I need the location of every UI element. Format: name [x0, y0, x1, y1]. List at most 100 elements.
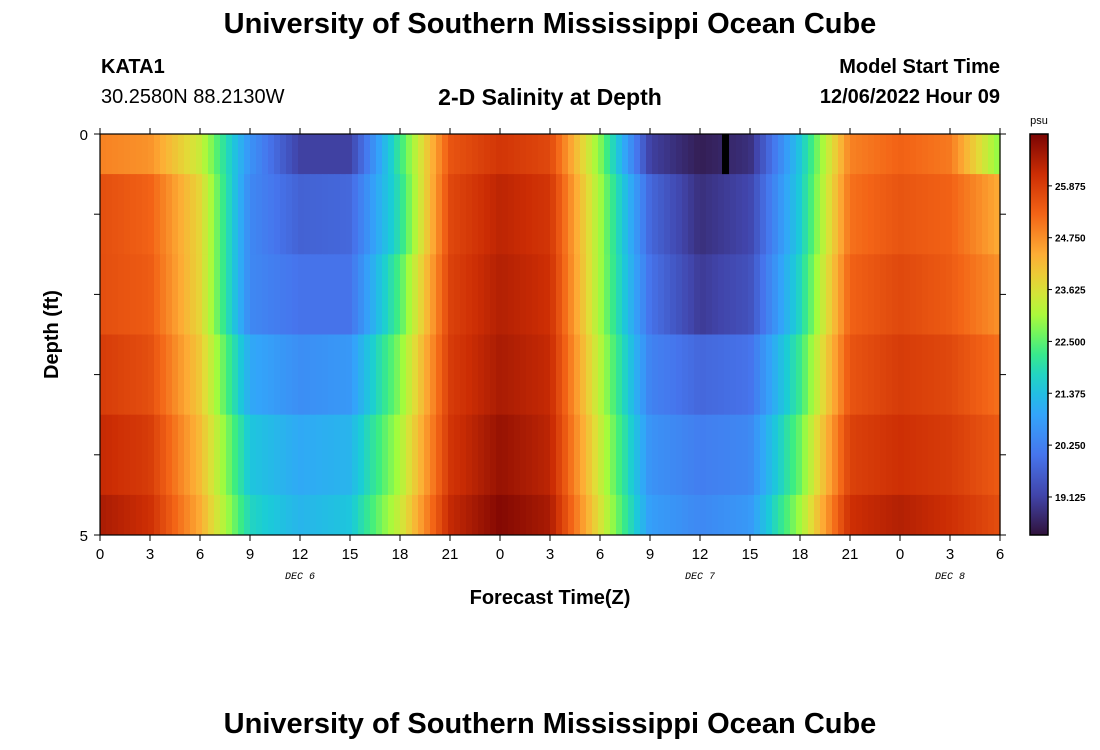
- heatmap-cell: [220, 134, 227, 175]
- heatmap-cell: [358, 254, 365, 335]
- heatmap-cell: [598, 134, 605, 175]
- heatmap-cell: [484, 134, 491, 175]
- heatmap-cell: [106, 414, 113, 496]
- heatmap-cell: [940, 134, 947, 175]
- heatmap-cell: [946, 134, 953, 175]
- heatmap-cell: [700, 134, 707, 175]
- heatmap-cell: [490, 334, 497, 416]
- heatmap-cell: [790, 494, 797, 536]
- heatmap-cell: [376, 174, 383, 255]
- heatmap-cell: [334, 334, 341, 416]
- heatmap-cell: [688, 174, 695, 255]
- heatmap-cell: [574, 134, 581, 175]
- heatmap-cell: [382, 254, 389, 335]
- heatmap-cell: [568, 254, 575, 335]
- heatmap-cell: [328, 254, 335, 335]
- heatmap-cell: [262, 494, 269, 536]
- heatmap-cell: [754, 494, 761, 536]
- heatmap-cell: [130, 334, 137, 416]
- heatmap-cell: [412, 254, 419, 335]
- heatmap-cell: [616, 174, 623, 255]
- x-tick-label: 12: [292, 546, 309, 563]
- heatmap-cell: [964, 494, 971, 536]
- heatmap-cell: [838, 174, 845, 255]
- heatmap-cell: [118, 334, 125, 416]
- heatmap-cell: [376, 414, 383, 496]
- heatmap-cell: [826, 174, 833, 255]
- heatmap-cell: [682, 174, 689, 255]
- heatmap-cell: [964, 254, 971, 335]
- heatmap-cell: [448, 414, 455, 496]
- heatmap-cell: [514, 414, 521, 496]
- heatmap-cell: [616, 334, 623, 416]
- x-tick-label: 18: [792, 546, 809, 563]
- heatmap-cell: [958, 134, 965, 175]
- heatmap-cell: [988, 494, 995, 536]
- heatmap-cell: [730, 414, 737, 496]
- heatmap-cell: [526, 494, 533, 536]
- heatmap-cell: [580, 494, 587, 536]
- heatmap-cell: [220, 414, 227, 496]
- heatmap-cell: [400, 334, 407, 416]
- heatmap-cell: [232, 174, 239, 255]
- heatmap-cell: [124, 334, 131, 416]
- heatmap-cell: [916, 334, 923, 416]
- heatmap-cell: [694, 494, 701, 536]
- heatmap-cell: [106, 334, 113, 416]
- heatmap-cell: [610, 414, 617, 496]
- heatmap-cell: [814, 414, 821, 496]
- y-axis: 05: [80, 127, 1006, 545]
- heatmap-cell: [472, 334, 479, 416]
- x-tick-label: 3: [946, 546, 954, 563]
- heatmap-cell: [142, 334, 149, 416]
- heatmap-cell: [256, 334, 263, 416]
- heatmap-cell: [190, 254, 197, 335]
- colorbar-tick-label: 24.750: [1055, 234, 1086, 245]
- heatmap-cell: [298, 134, 305, 175]
- heatmap-cell: [568, 414, 575, 496]
- heatmap-cell: [304, 174, 311, 255]
- heatmap-cell: [826, 494, 833, 536]
- heatmap-cell: [718, 414, 725, 496]
- heatmap-cell: [148, 334, 155, 416]
- heatmap-cell: [478, 174, 485, 255]
- heatmap-cell: [868, 174, 875, 255]
- heatmap-cell: [670, 414, 677, 496]
- heatmap-cell: [802, 134, 809, 175]
- heatmap-cell: [832, 134, 839, 175]
- heatmap-cell: [700, 494, 707, 536]
- heatmap-cell: [388, 174, 395, 255]
- heatmap-cell: [664, 254, 671, 335]
- heatmap-cell: [514, 134, 521, 175]
- heatmap-cell: [208, 494, 215, 536]
- heatmap-cell: [850, 334, 857, 416]
- heatmap-cell: [886, 334, 893, 416]
- heatmap-cell: [532, 174, 539, 255]
- heatmap-cell: [658, 414, 665, 496]
- heatmap-cell: [310, 414, 317, 496]
- heatmap-cell: [736, 414, 743, 496]
- colorbar-tick-label: 21.375: [1055, 389, 1086, 400]
- heatmap-cell: [904, 494, 911, 536]
- heatmap-cell: [712, 134, 719, 175]
- heatmap-cell: [178, 494, 185, 536]
- heatmap-cell: [478, 134, 485, 175]
- heatmap-cell: [856, 494, 863, 536]
- heatmap-cell: [136, 334, 143, 416]
- heatmap-cell: [334, 254, 341, 335]
- heatmap-cell: [976, 414, 983, 496]
- heatmap-cell: [904, 134, 911, 175]
- heatmap-cell: [388, 494, 395, 536]
- heatmap-cell: [586, 414, 593, 496]
- heatmap-cell: [784, 334, 791, 416]
- heatmap-cell: [808, 334, 815, 416]
- heatmap-cell: [328, 414, 335, 496]
- heatmap-cell: [508, 334, 515, 416]
- heatmap-cell: [382, 414, 389, 496]
- heatmap-cell: [682, 254, 689, 335]
- heatmap-cell: [178, 134, 185, 175]
- heatmap-cell: [706, 134, 713, 175]
- heatmap-cell: [706, 494, 713, 536]
- heatmap-cell: [166, 494, 173, 536]
- heatmap-cell: [868, 254, 875, 335]
